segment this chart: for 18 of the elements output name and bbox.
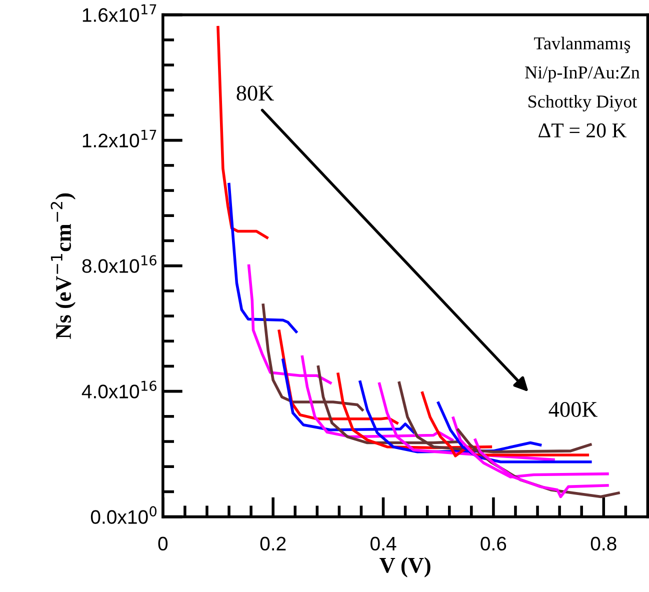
annotation: Schottky Diyot (528, 94, 638, 112)
annotation: ΔT = 20 K (538, 123, 627, 138)
x-tick-label: 0.8 (590, 536, 616, 551)
y-tick-label: 8.0x10$^{16}$ (82, 255, 156, 273)
y-tick-label: 1.6x10$^{17}$ (82, 4, 156, 22)
annotation: 400K (548, 402, 598, 417)
y-tick-label: 0.0x10$^{0}$ (90, 506, 156, 524)
annotation: 80K (236, 86, 274, 101)
x-tick-label: 0.4 (370, 536, 396, 551)
x-axis-title: V (V) (380, 557, 430, 578)
y-axis-title: Ns (eV$^{−1}$cm$^{−2}$) (50, 193, 76, 339)
annotation: Tavlanmamış (534, 36, 630, 54)
annotation: Ni/p-InP/Au:Zn (525, 66, 640, 82)
y-tick-label: 4.0x10$^{16}$ (82, 380, 156, 398)
y-tick-label: 1.2x10$^{17}$ (82, 130, 156, 148)
x-tick-label: 0.6 (480, 536, 506, 551)
x-tick-label: 0.2 (260, 536, 286, 551)
x-tick-label: 0 (158, 536, 168, 551)
